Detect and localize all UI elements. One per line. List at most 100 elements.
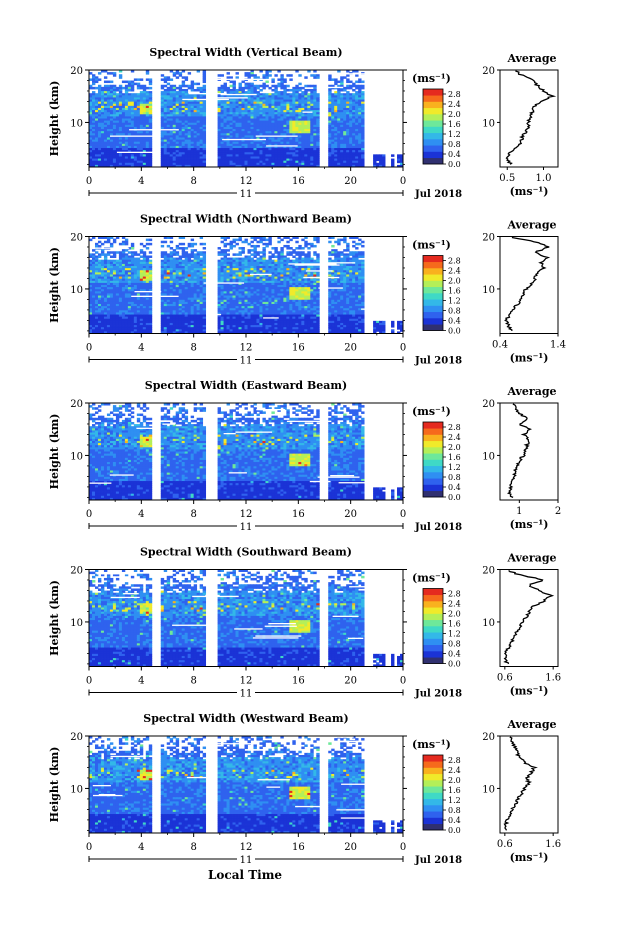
colorbar-tick-label: 0.0 xyxy=(448,493,461,502)
colorbar-tick-label: 2.0 xyxy=(448,443,461,452)
average-profile: Average 20 10 0.6 1.6(ms⁻¹) xyxy=(482,718,561,864)
y-tick-label: 10 xyxy=(70,618,83,629)
colorbar-tick-label: 2.4 xyxy=(448,766,461,775)
colorbar-tick-label: 2.0 xyxy=(448,277,461,286)
x-tick-label: 0 xyxy=(400,842,406,853)
height-axis-label: Height (km) xyxy=(48,247,61,323)
colorbar-tick-label: 2.8 xyxy=(448,90,461,99)
heatmap xyxy=(88,735,404,834)
x-tick-label: 0 xyxy=(86,509,92,520)
colorbar-tick-label: 0.4 xyxy=(448,816,461,825)
profile-title: Average xyxy=(506,718,556,731)
profile-x-tick-label: 0.5 xyxy=(499,173,515,184)
y-tick-label: 20 xyxy=(70,399,83,410)
beam-panel-1: Spectral Width (Northward Beam) Height (k… xyxy=(48,213,566,367)
profile-x-tick-label: 1.0 xyxy=(536,173,552,184)
x-axis-label: Local Time xyxy=(208,868,282,882)
average-profile: Average 20 10 0.6 1.6(ms⁻¹) xyxy=(482,552,561,698)
x-tick-label: 12 xyxy=(240,842,253,853)
profile-x-tick-label: 1.6 xyxy=(545,673,561,684)
x-tick-label: 0 xyxy=(400,343,406,354)
colorbar-tick-label: 1.6 xyxy=(448,453,461,462)
colorbar-tick-label: 0.0 xyxy=(448,160,461,169)
profile-y-tick-label: 20 xyxy=(482,399,495,410)
day-label: 11 xyxy=(240,522,253,533)
y-tick-label: 20 xyxy=(70,233,83,244)
x-tick-label: 16 xyxy=(292,176,305,187)
x-tick-label: 0 xyxy=(86,842,92,853)
beam-panel-3: Spectral Width (Southward Beam) Height (k… xyxy=(48,546,561,700)
x-tick-label: 0 xyxy=(86,676,92,687)
heatmap xyxy=(88,69,404,168)
day-label: 11 xyxy=(240,855,253,866)
x-tick-label: 12 xyxy=(240,176,253,187)
average-profile: Average 20 10 0.5 1.0(ms⁻¹) xyxy=(482,52,559,198)
colorbar: 0.00.40.81.21.62.02.42.8 xyxy=(422,588,461,669)
profile-y-tick-label: 10 xyxy=(482,451,495,462)
colorbar-tick-label: 0.8 xyxy=(448,640,461,649)
colorbar-unit: (ms⁻¹) xyxy=(412,572,451,585)
profile-x-label: (ms⁻¹) xyxy=(510,851,549,864)
panel-title: Spectral Width (Southward Beam) xyxy=(140,546,352,559)
panel-title: Spectral Width (Vertical Beam) xyxy=(149,46,342,59)
profile-title: Average xyxy=(506,385,556,398)
colorbar-tick-label: 0.0 xyxy=(448,327,461,336)
colorbar-tick-label: 0.4 xyxy=(448,483,461,492)
colorbar-unit: (ms⁻¹) xyxy=(412,72,451,85)
colorbar-tick-label: 1.2 xyxy=(448,463,461,472)
profile-x-tick-label: 1.4 xyxy=(550,340,566,351)
height-axis-label: Height (km) xyxy=(48,414,61,490)
profile-x-tick-label: 0.4 xyxy=(492,340,508,351)
date-label: Jul 2018 xyxy=(414,522,462,533)
colorbar-tick-label: 1.6 xyxy=(448,287,461,296)
profile-x-tick-label: 1.6 xyxy=(545,839,561,850)
x-tick-label: 20 xyxy=(344,343,357,354)
x-tick-label: 16 xyxy=(292,676,305,687)
x-tick-label: 12 xyxy=(240,343,253,354)
colorbar-tick-label: 1.2 xyxy=(448,630,461,639)
colorbar: 0.00.40.81.21.62.02.42.8 xyxy=(422,255,461,336)
x-tick-label: 12 xyxy=(240,509,253,520)
colorbar-tick-label: 2.4 xyxy=(448,100,461,109)
colorbar-tick-label: 2.4 xyxy=(448,267,461,276)
colorbar-tick-label: 2.0 xyxy=(448,110,461,119)
height-axis-label: Height (km) xyxy=(48,747,61,823)
colorbar-tick-label: 1.2 xyxy=(448,297,461,306)
profile-x-tick-label: 2 xyxy=(555,506,561,517)
colorbar-tick-label: 0.8 xyxy=(448,806,461,815)
colorbar-tick-label: 1.6 xyxy=(448,786,461,795)
colorbar-tick-label: 0.8 xyxy=(448,307,461,316)
height-axis-label: Height (km) xyxy=(48,81,61,157)
colorbar-tick-label: 0.0 xyxy=(448,826,461,835)
x-tick-label: 12 xyxy=(240,676,253,687)
x-tick-label: 8 xyxy=(190,676,196,687)
colorbar-tick-label: 2.8 xyxy=(448,756,461,765)
profile-x-label: (ms⁻¹) xyxy=(510,352,549,365)
profile-x-label: (ms⁻¹) xyxy=(510,518,549,531)
heatmap xyxy=(88,402,404,501)
x-tick-label: 4 xyxy=(138,509,144,520)
profile-x-label: (ms⁻¹) xyxy=(510,685,549,698)
x-tick-label: 8 xyxy=(190,509,196,520)
x-tick-label: 16 xyxy=(292,842,305,853)
panel-title: Spectral Width (Northward Beam) xyxy=(140,213,352,226)
x-tick-label: 20 xyxy=(344,842,357,853)
profile-y-tick-label: 10 xyxy=(482,118,495,129)
profile-y-tick-label: 20 xyxy=(482,66,495,77)
beam-panel-0: Spectral Width (Vertical Beam) Height (km… xyxy=(48,46,559,200)
day-label: 11 xyxy=(240,689,253,700)
colorbar-tick-label: 0.4 xyxy=(448,317,461,326)
profile-x-tick-label: 1 xyxy=(516,506,522,517)
colorbar: 0.00.40.81.21.62.02.42.8 xyxy=(422,88,461,169)
colorbar-tick-label: 1.6 xyxy=(448,120,461,129)
x-tick-label: 20 xyxy=(344,176,357,187)
date-label: Jul 2018 xyxy=(414,356,462,367)
y-tick-label: 20 xyxy=(70,66,83,77)
colorbar-tick-label: 0.0 xyxy=(448,660,461,669)
colorbar-tick-label: 2.8 xyxy=(448,423,461,432)
date-label: Jul 2018 xyxy=(414,855,462,866)
x-tick-label: 0 xyxy=(86,176,92,187)
colorbar: 0.00.40.81.21.62.02.42.8 xyxy=(422,754,461,835)
y-tick-label: 20 xyxy=(70,566,83,577)
x-tick-label: 0 xyxy=(400,509,406,520)
